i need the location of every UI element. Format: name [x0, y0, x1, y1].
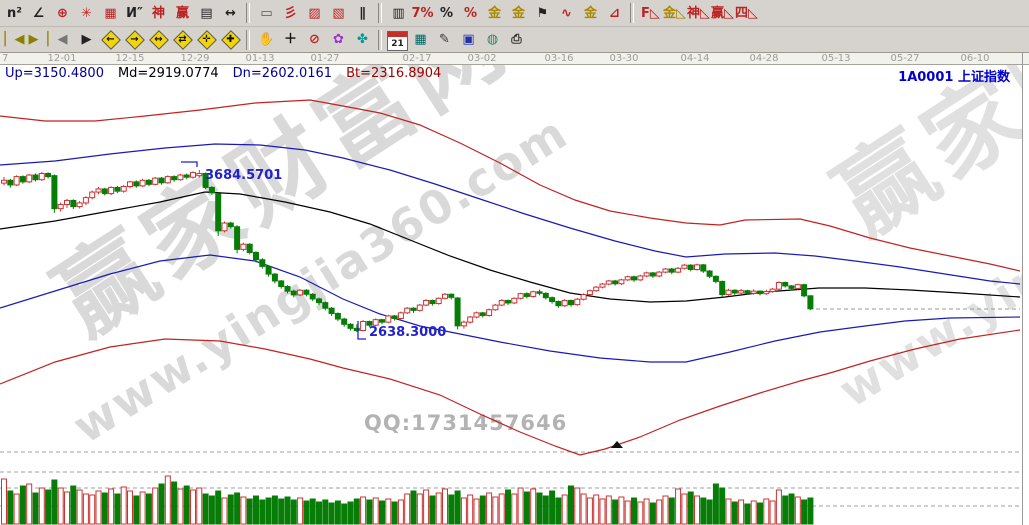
page-right-button[interactable]: ▶ [81, 32, 92, 47]
stamp-tool[interactable]: ✿ [333, 32, 344, 47]
calculator-icon[interactable]: ▦ [414, 32, 427, 47]
toolbar-separator [378, 29, 382, 50]
pointer-off-tool[interactable]: ⊘ [309, 32, 320, 47]
gann-box-tool[interactable]: ▨ [308, 5, 321, 21]
band-line-blue_bot [0, 254, 1021, 363]
f-gann-angle-tool[interactable]: F◺ [641, 5, 660, 21]
peak-annotation-bracket [181, 161, 198, 167]
compress-all-button[interactable]: ✚ [219, 29, 242, 51]
ruler-tool[interactable]: ▤ [200, 5, 213, 21]
percent-tool[interactable]: % [439, 5, 454, 21]
export-web-icon[interactable]: ◍ [486, 32, 499, 47]
gann-grid-tool[interactable]: ▧ [332, 5, 345, 21]
page-left-button[interactable]: ◀ [57, 32, 68, 47]
hand-tool[interactable]: ✋ [258, 32, 275, 47]
mark-note-tool[interactable]: И″ [126, 5, 143, 21]
toolbar-row-2: ▏◀ ▶▕ ◀ ▶ ← → ↔ ⇄ ✛ ✚ ✋ ＋ ⊘ ✿ ✤ 21 ▦ ✎ ▣ ◍ ⎙ [0, 27, 1029, 53]
toolbar-separator [246, 3, 250, 23]
expand-horizontal-button[interactable]: ↔ [147, 29, 170, 51]
band-line-red_bot [0, 329, 1021, 456]
date-label: 12-29 [180, 53, 210, 64]
percent-line-tool[interactable]: % [463, 5, 478, 21]
expand-all-button[interactable]: ✛ [195, 29, 218, 51]
date-axis: 7 12-01 12-15 12-29 01-13 01-27 02-17 03-02 03-1… [0, 53, 1029, 65]
date-label: 12-01 [47, 53, 77, 64]
n2-tool[interactable]: n² [7, 5, 22, 21]
gold-gann-angle-tool[interactable]: 金◺ [663, 5, 686, 21]
date-label: 05-13 [821, 53, 851, 64]
ying-gann-angle-tool[interactable]: 赢◺ [711, 5, 734, 21]
rect-window-tool[interactable]: ▭ [260, 5, 273, 21]
gold-levels-tool[interactable]: 金 [511, 5, 525, 21]
h-measure-tool[interactable]: ↔ [225, 5, 236, 21]
date-label: 06-10 [960, 53, 990, 64]
volume-layer [1, 475, 814, 525]
date-label: 01-27 [310, 53, 340, 64]
low-annotation-bracket [357, 321, 366, 340]
wave-lines-tool[interactable]: ∿ [561, 5, 572, 21]
calendar-icon[interactable]: 21 [387, 30, 408, 51]
crosshair-tool[interactable]: ＋ [283, 32, 297, 47]
toolbar-row-1: n² ∠ ⊕ ✳ ▦ И″ 神赢 ▤ ↔ ▭ 彡 ▨ ▧ ∥ ▥ 7%%% 金金 ⚑ ∿ 金 ⊿ F◺ 金◺ 神◺ 赢◺ 四◺ [0, 0, 1029, 27]
slope-percent-tool[interactable]: ⊿ [609, 5, 620, 21]
date-label: 03-02 [467, 53, 497, 64]
triangle-marker [611, 441, 623, 448]
band-lines-layer [0, 99, 1021, 456]
save-icon[interactable]: ▣ [462, 32, 475, 47]
candlesticks-layer [1, 170, 814, 332]
flag-pole-tool[interactable]: ⚑ [536, 5, 549, 21]
pan-right-button[interactable]: → [123, 29, 146, 51]
date-label: 04-14 [680, 53, 710, 64]
date-label: 03-30 [609, 53, 639, 64]
compress-horizontal-button[interactable]: ⇄ [171, 29, 194, 51]
target-circle-tool[interactable]: ⊕ [57, 5, 68, 21]
watermark-layer: 赢家财富网 www.yingjia360.com 赢家财富网 www.yingj… [0, 64, 1022, 525]
print-icon[interactable]: ⎙ [511, 32, 522, 47]
chart-right-border [1022, 53, 1023, 525]
notes-icon[interactable]: ✎ [439, 32, 450, 47]
parallel-channel-tool[interactable]: ∥ [359, 5, 366, 21]
ying-grid-tool[interactable]: 赢 [175, 5, 189, 21]
band-line-blue_top [0, 143, 1021, 285]
date-label: 04-28 [749, 53, 779, 64]
header: n² ∠ ⊕ ✳ ▦ И″ 神赢 ▤ ↔ ▭ 彡 ▨ ▧ ∥ ▥ 7%%% 金金 ⚑ ∿ 金 ⊿ F◺ 金◺ 神◺ 赢◺ 四◺ ▏… [0, 0, 1029, 65]
shen-grid-tool[interactable]: 神 [151, 5, 165, 21]
date-label: 05-27 [890, 53, 920, 64]
measure-angle-tool[interactable]: ∠ [32, 5, 45, 21]
date-label: 02-17 [402, 53, 432, 64]
band-line-mid [0, 191, 1021, 303]
band-line-red_top [0, 99, 1021, 272]
toolbar-separator [246, 29, 250, 50]
qq-contact-text: QQ:1731457646 [364, 411, 568, 435]
si-gann-angle-tool[interactable]: 四◺ [735, 5, 758, 21]
date-label: 12-15 [115, 53, 145, 64]
ray-burst-tool[interactable]: ✳ [81, 5, 92, 21]
gann-fan-tool[interactable]: 彡 [283, 5, 297, 21]
goto-first-button[interactable]: ▏◀ [4, 32, 25, 47]
date-label: 7 [2, 53, 9, 64]
goto-last-button[interactable]: ▶▕ [28, 32, 49, 47]
date-label: 03-16 [544, 53, 574, 64]
date-label: 01-13 [245, 53, 275, 64]
gold-line-tool[interactable]: 金 [583, 5, 597, 21]
shen-gann-angle-tool[interactable]: 神◺ [687, 5, 710, 21]
grid-box-tool[interactable]: ▦ [104, 5, 117, 21]
toolbar-separator [378, 3, 382, 23]
percent-retrace-tool[interactable]: 7% [411, 5, 434, 21]
pan-left-button[interactable]: ← [99, 29, 122, 51]
price-scale-tool[interactable]: ▥ [392, 5, 405, 21]
toolbar-separator [630, 3, 634, 23]
gold-circle-tool[interactable]: 金 [487, 5, 501, 21]
magic-tool[interactable]: ✤ [357, 32, 368, 47]
